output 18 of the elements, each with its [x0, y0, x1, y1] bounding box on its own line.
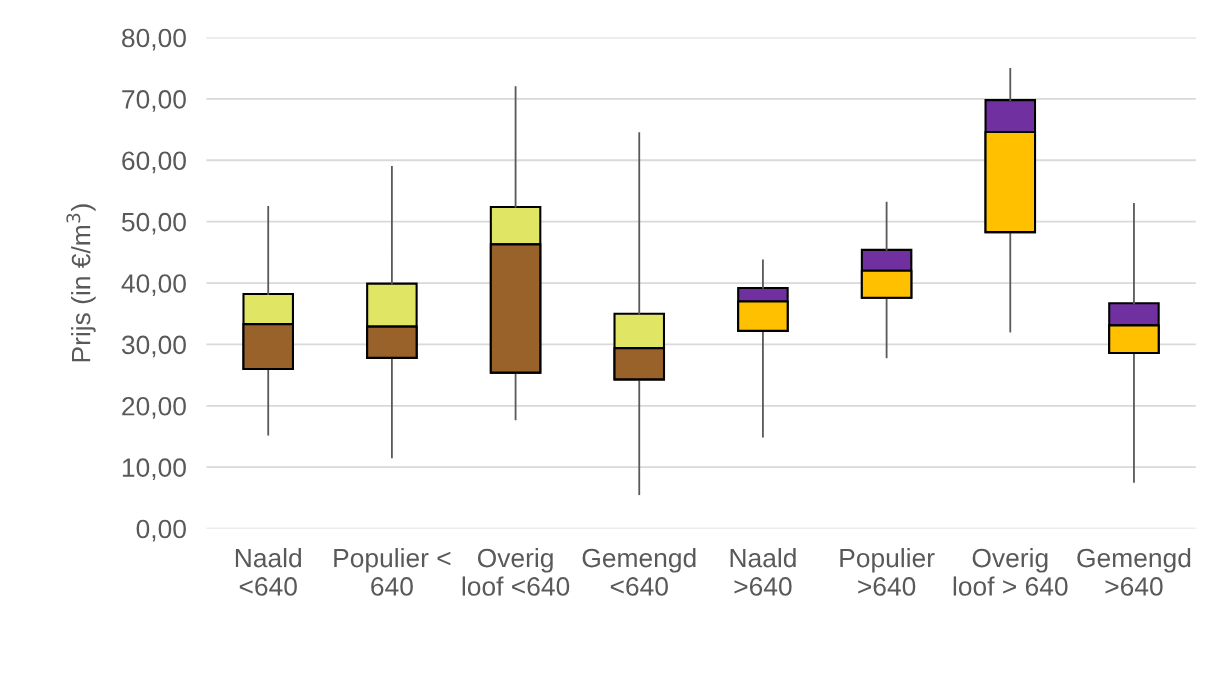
y-tick-label: 30,00 — [121, 335, 186, 358]
y-tick-label: 40,00 — [121, 274, 186, 296]
y-tick-label: 20,00 — [122, 396, 186, 419]
x-tick-label: Overig loof <640 — [462, 547, 570, 596]
x-tick-label: Gemengd >640 — [1077, 547, 1191, 596]
x-tick-label: Naald <640 — [235, 547, 301, 596]
y-tick-label: 80,00 — [122, 28, 186, 51]
y-tick-label: 50,00 — [121, 212, 186, 235]
x-tick-label: Naald >640 — [730, 547, 796, 596]
x-tick-label: Populier < 640 — [334, 547, 451, 596]
y-axis-title: Prijs (in €/m$^{3}$) — [66, 204, 96, 362]
y-tick-label: 60,00 — [122, 151, 186, 174]
y-tick-label: 10,00 — [122, 458, 186, 481]
x-tick-label: Overig loof > 640 — [953, 547, 1068, 596]
y-tick-label: 0,00 — [136, 519, 186, 542]
y-tick-label: 70,00 — [122, 90, 186, 112]
x-tick-label: Populier >640 — [840, 547, 935, 596]
x-tick-label: Gemengd <640 — [582, 547, 696, 596]
